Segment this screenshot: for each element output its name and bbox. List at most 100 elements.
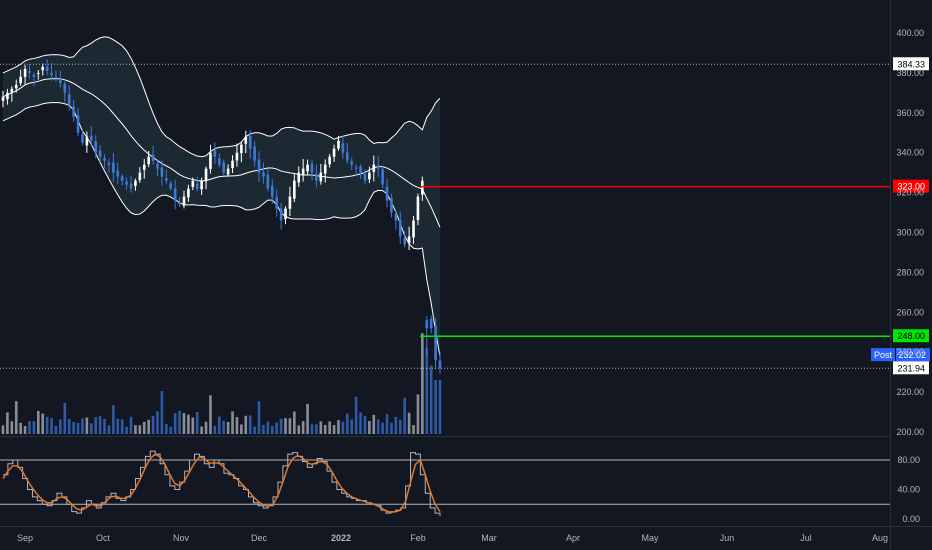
candle-body bbox=[209, 152, 212, 169]
candle-body bbox=[195, 183, 199, 189]
bollinger-bands bbox=[2, 36, 441, 357]
volume-bar bbox=[28, 421, 31, 434]
volume-bar bbox=[306, 403, 309, 434]
price-tick-label: 320.00 bbox=[896, 188, 924, 198]
volume-bar bbox=[32, 421, 36, 434]
price-tick-label: 240.00 bbox=[896, 347, 924, 357]
candle-body bbox=[279, 208, 283, 221]
candle-body bbox=[151, 154, 155, 161]
oscillator-tick-label: 0.00 bbox=[902, 514, 920, 524]
candle-body bbox=[231, 160, 234, 169]
volume-bar bbox=[429, 365, 433, 434]
candle-body bbox=[50, 72, 53, 75]
volume-bar bbox=[165, 424, 168, 434]
price-levels: 384.33 323.00 248.00 231.94 Post 232.02 bbox=[0, 57, 930, 375]
candle-body bbox=[346, 152, 349, 161]
volume-bar bbox=[217, 416, 221, 434]
oscillator-line bbox=[2, 453, 441, 514]
candle-body bbox=[438, 360, 442, 369]
volume-bar bbox=[346, 413, 349, 434]
time-label: Jun bbox=[720, 533, 735, 543]
volume-bar bbox=[412, 425, 415, 434]
candle-body bbox=[257, 159, 261, 173]
volume-bar bbox=[328, 421, 331, 434]
candle-body bbox=[341, 143, 345, 153]
volume-bar bbox=[173, 413, 177, 434]
volume-bar bbox=[160, 391, 164, 434]
candle-body bbox=[116, 170, 120, 177]
candle-body bbox=[23, 68, 27, 77]
candle-body bbox=[398, 219, 402, 237]
candle-body bbox=[182, 196, 186, 206]
candle-body bbox=[6, 92, 9, 100]
volume-bar bbox=[310, 424, 314, 434]
candle-body bbox=[319, 172, 323, 182]
lower-band-line bbox=[2, 102, 441, 357]
volume-bar bbox=[262, 424, 265, 434]
volume-bar bbox=[372, 414, 376, 434]
volume-bar bbox=[178, 410, 181, 434]
volume-bar bbox=[235, 417, 239, 434]
volume-bar bbox=[142, 421, 146, 434]
candle-body bbox=[284, 208, 287, 220]
candle-body bbox=[187, 188, 190, 198]
time-label: 2022 bbox=[331, 533, 351, 543]
volume-bar bbox=[266, 421, 270, 434]
volume-bar bbox=[222, 420, 226, 434]
volume-bar bbox=[63, 402, 67, 434]
volume-bar bbox=[368, 421, 371, 434]
volume-bar bbox=[385, 414, 389, 434]
time-label: Feb bbox=[410, 533, 426, 543]
post-value-background bbox=[896, 348, 930, 362]
time-axis[interactable]: Sep Oct Nov Dec 2022 Feb Mar Apr May Jun Jul Aug bbox=[17, 533, 888, 543]
price-tick-label: 220.00 bbox=[896, 387, 924, 397]
candle-body bbox=[81, 134, 84, 143]
candle-body bbox=[59, 78, 62, 83]
volume-bar bbox=[151, 415, 155, 434]
volume-bar bbox=[10, 421, 14, 434]
post-tag-label: Post bbox=[874, 350, 893, 360]
price-tick-label: 200.00 bbox=[896, 427, 924, 437]
volume-bar bbox=[147, 419, 150, 434]
volume-bar bbox=[23, 425, 27, 434]
price-axis[interactable]: 400.00 380.00 360.00 340.00 320.00 300.00 280.… bbox=[896, 28, 924, 437]
volume-bar bbox=[89, 423, 93, 434]
candle-body bbox=[248, 135, 252, 149]
volume-bar bbox=[103, 418, 106, 434]
post-value-label: 232.02 bbox=[898, 350, 926, 360]
time-label: Oct bbox=[96, 533, 111, 543]
volume-bar bbox=[438, 380, 442, 434]
candle-body bbox=[213, 150, 217, 157]
candle-body bbox=[54, 76, 58, 78]
level-tag-label: 231.94 bbox=[897, 363, 925, 373]
volume-bar bbox=[112, 405, 115, 434]
volume-bar bbox=[41, 413, 45, 434]
level-tag-background bbox=[893, 361, 929, 375]
candle-body bbox=[288, 196, 292, 209]
candle-body bbox=[72, 106, 75, 117]
candle-body bbox=[1, 96, 5, 101]
candle-body bbox=[244, 136, 248, 144]
candle-body bbox=[434, 325, 437, 361]
candle-body bbox=[129, 183, 133, 189]
candle-body bbox=[89, 135, 93, 141]
candle-body bbox=[138, 172, 142, 181]
volume-bars bbox=[1, 333, 442, 434]
volume-bar bbox=[134, 425, 137, 434]
candle-body bbox=[173, 188, 177, 201]
candle-body bbox=[293, 180, 296, 199]
candle-body bbox=[94, 141, 97, 153]
level-tag-label: 384.33 bbox=[897, 59, 925, 69]
volume-bar bbox=[125, 426, 128, 434]
volume-bar bbox=[315, 424, 318, 434]
candle-body bbox=[165, 178, 168, 181]
candle-body bbox=[19, 76, 22, 84]
volume-bar bbox=[248, 415, 252, 434]
candle-body bbox=[350, 161, 354, 165]
volume-bar bbox=[200, 426, 203, 434]
price-tick-label: 280.00 bbox=[896, 267, 924, 277]
volume-bar bbox=[116, 418, 120, 434]
candle-body bbox=[363, 173, 367, 181]
